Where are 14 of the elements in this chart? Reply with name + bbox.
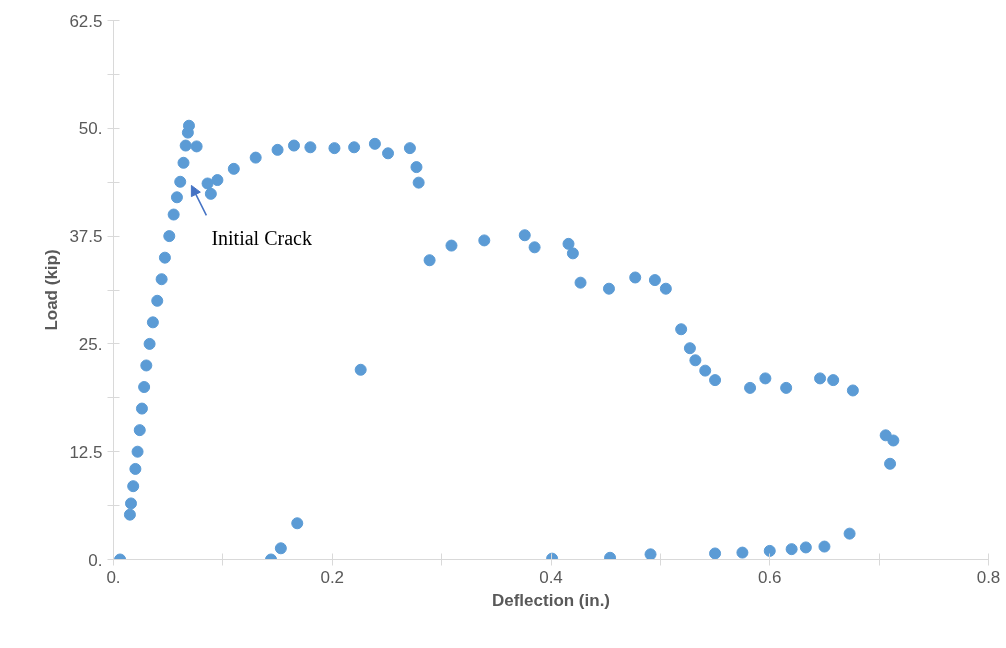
x-tick-label: 0.2 bbox=[320, 567, 345, 587]
y-tick-label: 62.5 bbox=[69, 11, 103, 31]
y-tick-label: 0. bbox=[88, 550, 103, 570]
x-tick-label: 0.6 bbox=[757, 567, 782, 587]
x-tick-label: 0.4 bbox=[539, 567, 563, 587]
y-tick-label: 25. bbox=[78, 334, 103, 354]
y-tick-label: 50. bbox=[78, 119, 103, 139]
y-axis-title: Load (kip) bbox=[42, 249, 62, 331]
x-tick-label: 0. bbox=[106, 567, 121, 587]
x-axis-title: Deflection (in.) bbox=[491, 590, 611, 610]
annotation: Initial Crack bbox=[211, 227, 312, 250]
x-tick-label: 0.8 bbox=[976, 567, 1001, 587]
y-tick-label: 37.5 bbox=[69, 227, 103, 247]
y-tick-label: 12.5 bbox=[69, 442, 103, 462]
